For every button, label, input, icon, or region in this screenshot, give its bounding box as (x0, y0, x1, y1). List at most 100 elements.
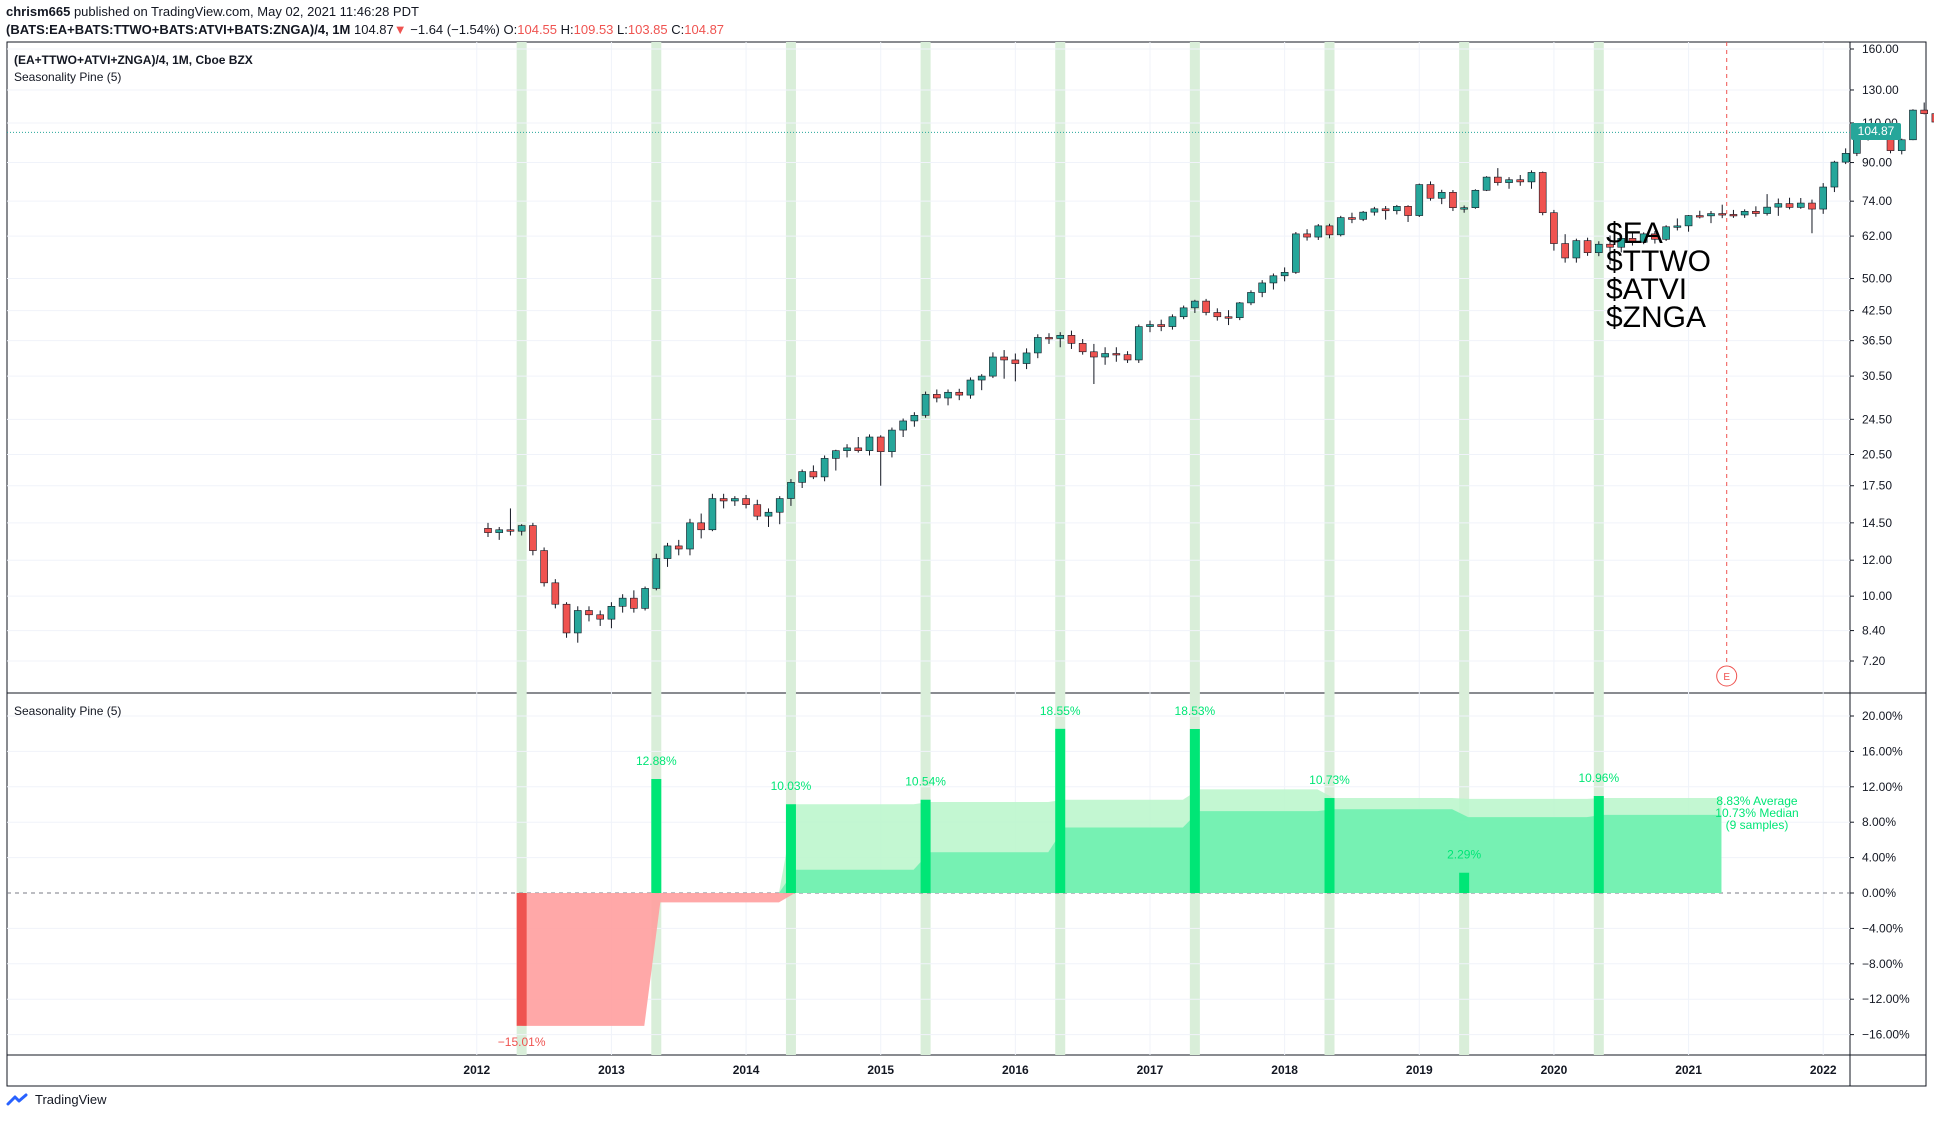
candle-body (1325, 225, 1334, 236)
high-label: H: (560, 22, 574, 37)
tradingview-logo-icon (6, 1093, 28, 1105)
candle-body (809, 471, 818, 478)
y-tick-label: 4.00% (1862, 851, 1896, 865)
candle-body (1123, 354, 1132, 361)
ticker-line: $EA (1606, 217, 1663, 250)
footer-brand[interactable]: TradingView (6, 1092, 107, 1107)
candle-body (854, 447, 863, 451)
earnings-marker-label: E (1723, 672, 1730, 683)
candle-body (1179, 307, 1188, 318)
y-tick-label: −4.00% (1862, 921, 1903, 935)
candle-body (1639, 233, 1648, 243)
y-tick-label: 90.00 (1862, 156, 1892, 170)
bar-value-label: 10.73% (1309, 773, 1350, 787)
candle-body (652, 558, 661, 589)
candle-body (551, 582, 560, 605)
candle-body (495, 529, 504, 533)
candle-body (1471, 189, 1480, 208)
candle-body (641, 588, 649, 609)
candle-body (753, 504, 762, 517)
candle-body (1033, 337, 1042, 354)
seasonal-highlight (1189, 42, 1200, 1055)
candle-body (1538, 172, 1547, 214)
candle-body (1695, 215, 1704, 218)
main-pane-indicator-label[interactable]: Seasonality Pine (5) (14, 70, 122, 84)
bar-value-label: 10.03% (771, 779, 812, 793)
ticker-line: $ATVI (1606, 273, 1688, 306)
candle-body (1808, 202, 1816, 210)
candle-body (1606, 243, 1614, 248)
symbol-name[interactable]: (BATS:EA+BATS:TTWO+BATS:ATVI+BATS:ZNGA)/… (6, 22, 351, 37)
candle-body (1550, 212, 1558, 244)
y-tick-label: 160.00 (1862, 42, 1899, 56)
candle-body (1785, 203, 1794, 208)
candle-body (1830, 161, 1839, 188)
average-area (521, 809, 1722, 893)
seasonal-highlight (920, 42, 931, 1055)
candle-body (573, 610, 582, 634)
candle-body (1011, 359, 1020, 364)
candle-body (1897, 139, 1906, 151)
y-tick-label: 8.40 (1862, 624, 1886, 638)
candle-body (1583, 240, 1592, 253)
candle-body (607, 605, 616, 620)
change-arrow-icon: ▼ (393, 22, 407, 37)
candle-body (731, 498, 739, 502)
candle-body (1718, 213, 1727, 216)
y-tick-label: 12.00 (1862, 553, 1892, 567)
candle-body (1056, 335, 1065, 339)
lower-pane-title[interactable]: Seasonality Pine (5) (14, 704, 122, 718)
last-price: 104.87 (354, 22, 394, 37)
candle-body (1258, 282, 1266, 293)
candle-body (1673, 225, 1682, 228)
candle-body (506, 529, 515, 532)
candle-body (1617, 238, 1626, 248)
ticker-annotation: $EA $TTWO $ATVI $ZNGA (1606, 217, 1711, 334)
open-label: O: (503, 22, 518, 37)
candle-body (1022, 352, 1031, 364)
candle-body (1494, 176, 1502, 183)
seasonality-bar (516, 893, 527, 1026)
candle-body (1572, 240, 1581, 259)
candle-body (1269, 275, 1278, 284)
candle-body (1437, 192, 1446, 199)
earnings-marker-icon (1716, 665, 1738, 687)
close-value: 104.87 (684, 22, 725, 37)
y-tick-label: 17.50 (1862, 479, 1892, 493)
low-label: L: (617, 22, 628, 37)
candle-body (1348, 217, 1356, 220)
y-tick-label: 7.20 (1862, 654, 1886, 668)
candle-body (630, 597, 638, 609)
candle-body (1224, 316, 1233, 319)
candle-body (1415, 184, 1424, 216)
stat-average: 8.83% Average (1716, 794, 1798, 808)
ticker-line: $ZNGA (1606, 301, 1707, 334)
candle-body (1393, 206, 1401, 212)
y-tick-label: 14.50 (1862, 516, 1892, 530)
y-tick-label: 130.00 (1862, 83, 1899, 97)
x-tick-label: 2022 (1810, 1063, 1837, 1077)
y-tick-label: −8.00% (1862, 957, 1903, 971)
candle-body (1774, 203, 1783, 208)
ticker-line: $TTWO (1606, 245, 1711, 278)
candle-body (876, 436, 885, 452)
seasonal-highlight (651, 42, 662, 1055)
candle-body (955, 391, 964, 396)
candle-body (1067, 335, 1076, 344)
x-tick-label: 2013 (598, 1063, 625, 1077)
candle-body (1280, 272, 1289, 277)
y-tick-label: 12.00% (1862, 780, 1903, 794)
candle-body (1628, 238, 1637, 243)
seasonality-bar (785, 804, 796, 893)
author-name[interactable]: chrism665 (6, 4, 71, 19)
candle-body (1763, 206, 1771, 214)
x-tick-label: 2016 (1002, 1063, 1029, 1077)
candle-body (1000, 356, 1008, 361)
seasonality-bar (1055, 728, 1066, 893)
seasonal-highlight (516, 42, 527, 1055)
candle-body (484, 528, 492, 533)
candle-body (1426, 184, 1435, 199)
candle-body (1101, 353, 1109, 358)
symbol-bar: (BATS:EA+BATS:TTWO+BATS:ATVI+BATS:ZNGA)/… (6, 22, 724, 37)
